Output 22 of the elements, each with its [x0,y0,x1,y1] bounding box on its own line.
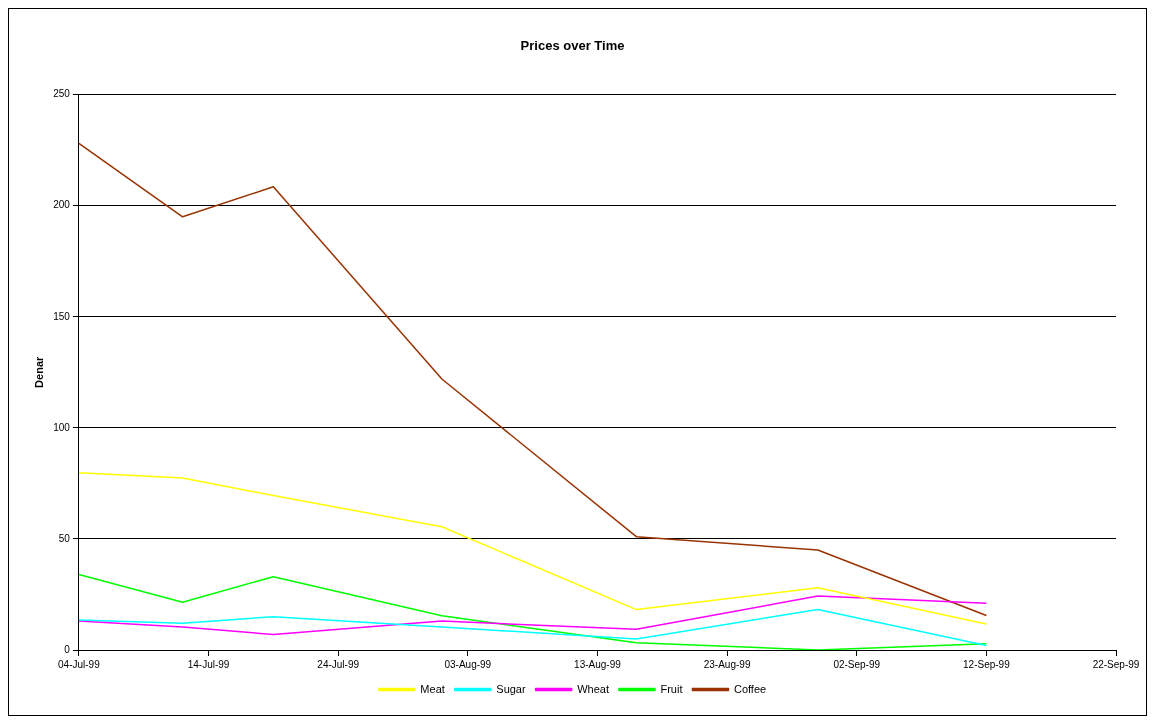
y-tick-label: 200 [53,199,71,211]
x-tick-label: 13-Aug-99 [574,658,622,670]
y-tick-label: 100 [53,421,71,433]
x-tick-label: 22-Sep-99 [1092,658,1140,670]
x-tick-label: 14-Jul-99 [187,658,230,670]
legend-label: Fruit [660,682,683,695]
y-tick-label: 250 [53,88,71,100]
x-tick-label: 24-Jul-99 [317,658,360,670]
x-tick-label: 04-Jul-99 [58,658,101,670]
x-tick-label: 02-Sep-99 [833,658,881,670]
x-tick-label: 23-Aug-99 [703,658,751,670]
y-tick-label: 50 [58,532,71,544]
legend-label: Wheat [577,682,609,695]
x-tick-label: 03-Aug-99 [444,658,492,670]
y-tick-label: 0 [64,643,71,655]
legend-label: Sugar [496,682,526,695]
y-tick-label: 150 [53,310,71,322]
legend-label: Meat [420,682,445,695]
legend-label: Coffee [733,682,767,695]
y-axis-title: Denar [32,356,45,388]
chart-title: Prices over Time [520,38,625,54]
x-tick-label: 12-Sep-99 [963,658,1011,670]
